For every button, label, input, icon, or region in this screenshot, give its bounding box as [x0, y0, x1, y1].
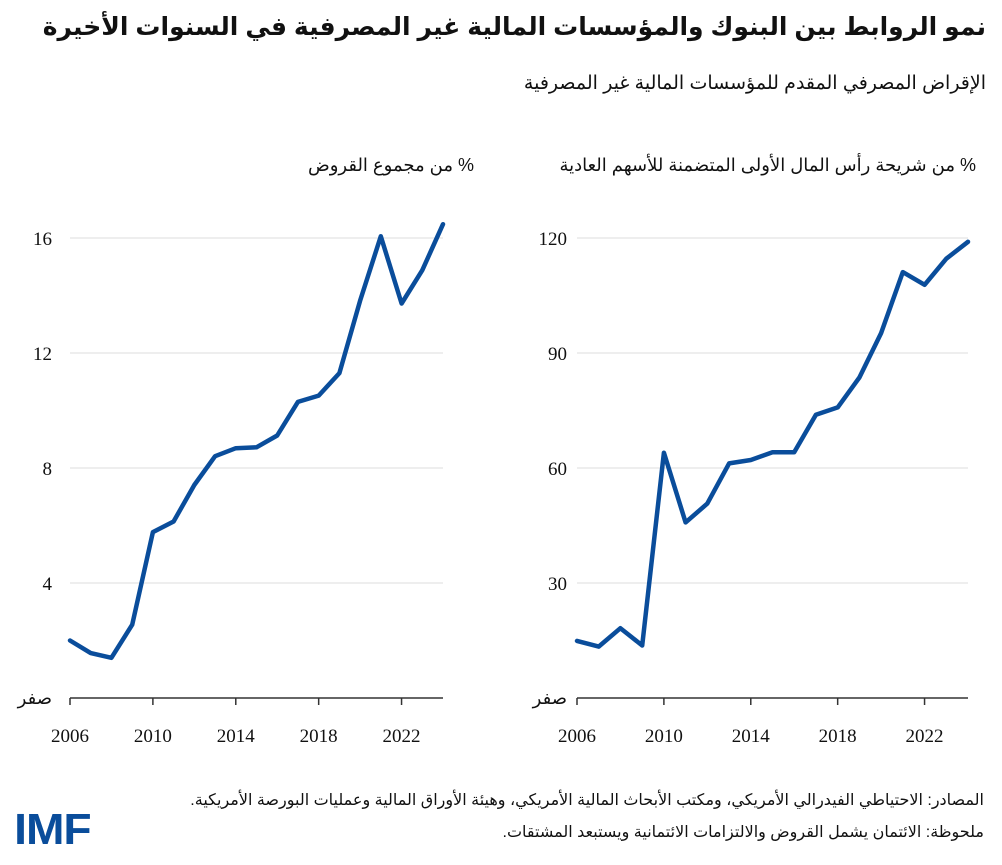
x-tick-label: 2022	[906, 726, 944, 747]
x-tick-label: 2022	[383, 726, 421, 747]
y-tick-label: 4	[43, 574, 53, 595]
footnote: ملحوظة: الائتمان يشمل القروض والالتزامات…	[502, 824, 984, 841]
left-chart: صفر 4 8 12 16 2006 2010 2014 2018 2022	[17, 221, 446, 747]
series-line	[574, 239, 971, 649]
x-tick-label: 2018	[300, 726, 338, 747]
y-tick-label: 12	[33, 344, 52, 365]
y-tick-label: 60	[548, 459, 567, 480]
right-chart-y-label: % من شريحة رأس المال الأولى المتضمنة للأ…	[559, 155, 976, 175]
x-tick-label: 2006	[558, 726, 596, 747]
left-chart-y-label: % من مجموع القروض	[307, 155, 474, 175]
y-tick-label: 8	[43, 459, 53, 480]
right-chart: صفر 30 60 90 120 2006 2010 2014 2018 2022	[532, 229, 971, 747]
x-tick-label: 2010	[645, 726, 683, 747]
y-tick-label: صفر	[532, 688, 567, 709]
imf-logo: IMF	[14, 805, 91, 854]
x-tick-label: 2014	[732, 726, 771, 747]
y-tick-label: 30	[548, 574, 567, 595]
y-tick-label: 120	[539, 229, 568, 250]
x-tick-label: 2010	[134, 726, 172, 747]
x-tick-label: 2018	[819, 726, 857, 747]
sources-note: المصادر: الاحتياطي الفيدرالي الأمريكي، و…	[190, 792, 984, 809]
x-tick-label: 2014	[217, 726, 256, 747]
y-tick-label: صفر	[17, 688, 52, 709]
series-line	[67, 221, 446, 661]
chart-subtitle: الإقراض المصرفي المقدم للمؤسسات المالية …	[523, 73, 986, 94]
y-tick-label: 16	[33, 229, 52, 250]
y-tick-label: 90	[548, 344, 567, 365]
chart-title: نمو الروابط بين البنوك والمؤسسات المالية…	[42, 13, 986, 41]
x-tick-label: 2006	[51, 726, 89, 747]
